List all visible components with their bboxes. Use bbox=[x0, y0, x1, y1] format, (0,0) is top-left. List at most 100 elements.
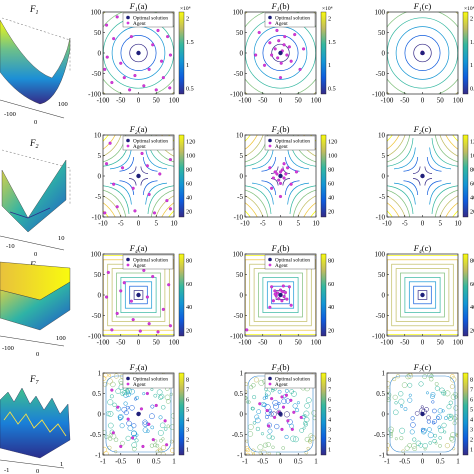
contour-line bbox=[131, 423, 137, 429]
contour-line bbox=[142, 427, 149, 433]
optimal-solution-point bbox=[136, 173, 141, 179]
agent-point bbox=[258, 402, 262, 406]
contour-line bbox=[425, 391, 429, 395]
contour-line bbox=[246, 400, 250, 404]
contour-line bbox=[169, 439, 174, 444]
x-tick-label: 50 bbox=[295, 339, 303, 347]
contour-line bbox=[439, 387, 445, 393]
colorbar-tick-label: 1.5 bbox=[470, 39, 474, 46]
colorbar bbox=[178, 253, 185, 337]
contour-line bbox=[292, 436, 299, 443]
agent-point bbox=[273, 47, 277, 51]
agent-point bbox=[279, 61, 283, 65]
y-tick-label: 1 bbox=[382, 370, 386, 378]
contour-line bbox=[161, 202, 174, 217]
agent-point bbox=[277, 39, 281, 43]
x-tick-label: 50 bbox=[295, 97, 303, 105]
contour-line bbox=[140, 178, 149, 186]
y-tick-label: 10 bbox=[236, 132, 244, 140]
contour-line bbox=[245, 135, 258, 150]
agent-point bbox=[154, 403, 158, 408]
surface-plot-f1: F1 -100 0 100 bbox=[0, 4, 71, 126]
panel-title: F4(a) bbox=[129, 243, 148, 255]
contour-line bbox=[281, 446, 286, 450]
contour-line bbox=[394, 401, 398, 405]
contour-line bbox=[103, 430, 107, 436]
contour-line bbox=[452, 210, 458, 217]
contour-line bbox=[389, 434, 393, 439]
agent-point bbox=[275, 172, 279, 176]
contour-line bbox=[429, 147, 452, 170]
surface-label-f2: F2 bbox=[29, 138, 39, 150]
contour-line bbox=[252, 421, 257, 425]
y-tick-label: 0.5 bbox=[376, 390, 385, 398]
contour-line bbox=[157, 447, 162, 452]
contour-line bbox=[304, 403, 310, 409]
agent-point bbox=[129, 299, 133, 303]
x-tick-label: 0 bbox=[279, 458, 283, 466]
contour-line bbox=[271, 285, 290, 305]
agent-point bbox=[110, 80, 114, 85]
colorbar-tick-label: 2 bbox=[470, 437, 473, 444]
contour-line bbox=[166, 424, 170, 428]
contour-line bbox=[245, 185, 272, 215]
colorbar-tick-label: 60 bbox=[186, 281, 192, 288]
contour-line bbox=[103, 185, 130, 215]
colorbar bbox=[462, 253, 469, 337]
y-tick-label: 0 bbox=[382, 50, 386, 58]
colorbar-tick-label: 80 bbox=[470, 167, 474, 174]
surface-tick: 0 bbox=[36, 351, 39, 358]
agent-point bbox=[281, 405, 286, 409]
agent-point bbox=[289, 303, 293, 307]
y-tick-label: 100 bbox=[91, 9, 102, 17]
colorbar-tick-label: 8 bbox=[186, 377, 189, 384]
contour-line bbox=[156, 389, 163, 396]
y-tick-label: 10 bbox=[378, 132, 386, 140]
contour-line bbox=[302, 426, 306, 430]
surface-mesh-f7 bbox=[0, 387, 71, 459]
agent-point bbox=[115, 311, 119, 316]
agent-point bbox=[287, 285, 291, 289]
legend-optimal-label: Optimal solution bbox=[275, 138, 310, 144]
contour-line bbox=[270, 435, 275, 440]
legend-agent-marker bbox=[126, 382, 130, 386]
contour-line bbox=[155, 449, 160, 454]
contour-line bbox=[131, 430, 137, 437]
contour-panel-f7-b: F7(b) -1 -0.5 0 0.5 1 1 0.5 0 -0.5 -1 8 7 6 5 4 3 2 1 Optim… bbox=[232, 362, 331, 466]
contour-line bbox=[277, 389, 282, 394]
contour-line bbox=[308, 438, 312, 443]
contour-lines bbox=[245, 135, 316, 217]
agent-point bbox=[158, 172, 162, 176]
agent-point bbox=[268, 41, 272, 45]
agent-point bbox=[262, 63, 267, 67]
colorbar-tick-label: 80 bbox=[186, 167, 192, 174]
contour-line bbox=[112, 402, 117, 407]
legend-optimal-marker bbox=[268, 15, 272, 20]
contour-line bbox=[116, 272, 161, 318]
colorbar-tick-label: 40 bbox=[328, 304, 334, 311]
contour-line bbox=[444, 416, 448, 421]
colorbar-tick-label: 3 bbox=[186, 427, 189, 434]
agent-point bbox=[161, 307, 165, 311]
contour-line bbox=[447, 416, 453, 421]
x-tick-label: -50 bbox=[400, 339, 410, 347]
contour-line bbox=[391, 263, 454, 327]
agent-point bbox=[254, 53, 258, 57]
agent-point bbox=[165, 443, 169, 447]
y-tick-label: 0 bbox=[240, 292, 244, 300]
contour-line bbox=[133, 290, 144, 300]
contour-line bbox=[412, 166, 421, 174]
agent-point bbox=[292, 410, 296, 414]
contour-line bbox=[104, 434, 109, 439]
agent-point bbox=[161, 76, 165, 80]
contour-line bbox=[436, 416, 440, 420]
contour-line bbox=[251, 452, 255, 455]
x-tick-label: -0.5 bbox=[257, 458, 269, 466]
contour-line bbox=[434, 189, 458, 217]
x-tick-label: -10 bbox=[240, 220, 250, 228]
contour-line bbox=[262, 396, 267, 400]
contour-line bbox=[247, 424, 254, 430]
colorbar-tick-label: 1 bbox=[186, 447, 189, 454]
colorbar-tick-label: 120 bbox=[186, 139, 195, 146]
y-tick-label: -100 bbox=[88, 333, 101, 341]
